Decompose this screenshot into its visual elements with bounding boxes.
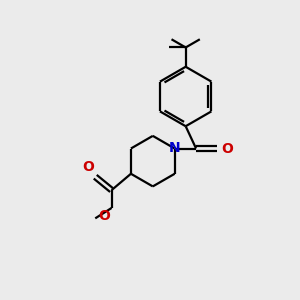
- Text: O: O: [82, 160, 94, 174]
- Text: O: O: [221, 142, 233, 155]
- Text: N: N: [169, 141, 181, 155]
- Text: O: O: [98, 209, 110, 224]
